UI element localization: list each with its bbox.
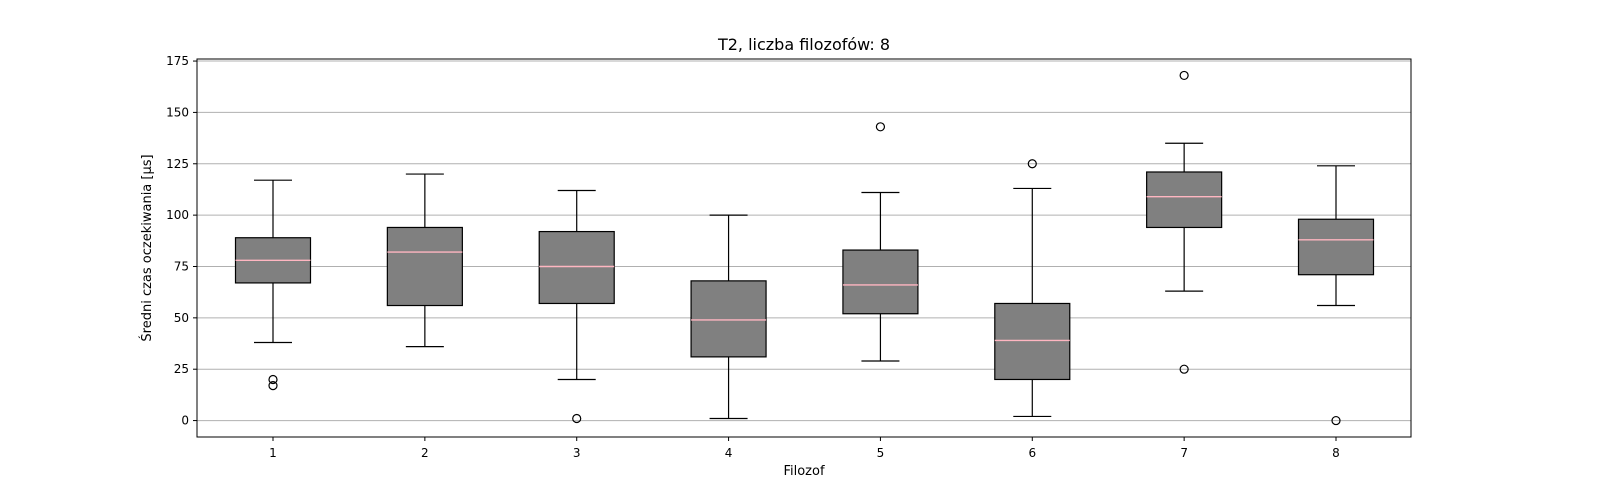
outlier-point (1179, 70, 1189, 81)
y-tick-label: 125 (166, 157, 189, 171)
box-group (1297, 165, 1375, 426)
box-group (842, 122, 919, 362)
iqr-box (538, 230, 615, 305)
x-tick-label: 8 (1332, 446, 1340, 460)
box-group (994, 159, 1071, 418)
box-group (538, 189, 615, 424)
outlier-point (572, 413, 582, 424)
outlier-point (268, 381, 278, 391)
y-axis-ticks: 0 25 50 75 100 125 150 175 (166, 54, 197, 428)
box-group (1146, 70, 1223, 374)
y-tick-label: 75 (174, 259, 189, 273)
outlier-point (1027, 159, 1037, 169)
x-tick-label: 4 (725, 446, 733, 460)
iqr-box (386, 226, 463, 307)
y-axis-label: Średni czas oczekiwania [µs] (139, 154, 155, 341)
box-group (234, 179, 312, 391)
outlier-point (875, 122, 886, 132)
y-tick-label: 100 (166, 208, 189, 222)
box-group (690, 214, 767, 420)
x-tick-label: 5 (877, 446, 885, 460)
y-tick-label: 25 (174, 362, 189, 376)
outlier-point (268, 374, 278, 385)
iqr-box (994, 302, 1071, 381)
outlier-point (1179, 364, 1189, 374)
iqr-box (1297, 218, 1375, 276)
x-tick-label: 7 (1180, 446, 1188, 460)
chart-title: T2, liczba filozofów: 8 (717, 35, 890, 54)
iqr-box (1146, 171, 1223, 229)
outlier-point (1331, 415, 1341, 426)
x-axis-label: Filozof (783, 464, 824, 479)
iqr-box (842, 249, 919, 315)
x-tick-label: 2 (421, 446, 429, 460)
iqr-box (690, 280, 767, 358)
x-tick-label: 1 (269, 446, 277, 460)
x-axis-ticks: 1 2 3 4 5 6 7 8 (269, 437, 1340, 460)
y-tick-label: 50 (174, 311, 189, 325)
y-tick-label: 150 (166, 105, 189, 119)
y-tick-label: 175 (166, 54, 189, 68)
box-series (234, 70, 1375, 426)
y-tick-label: 0 (181, 414, 189, 428)
plot-frame (196, 58, 1412, 438)
x-tick-label: 3 (573, 446, 581, 460)
box-group (386, 173, 463, 348)
x-tick-label: 6 (1028, 446, 1036, 460)
